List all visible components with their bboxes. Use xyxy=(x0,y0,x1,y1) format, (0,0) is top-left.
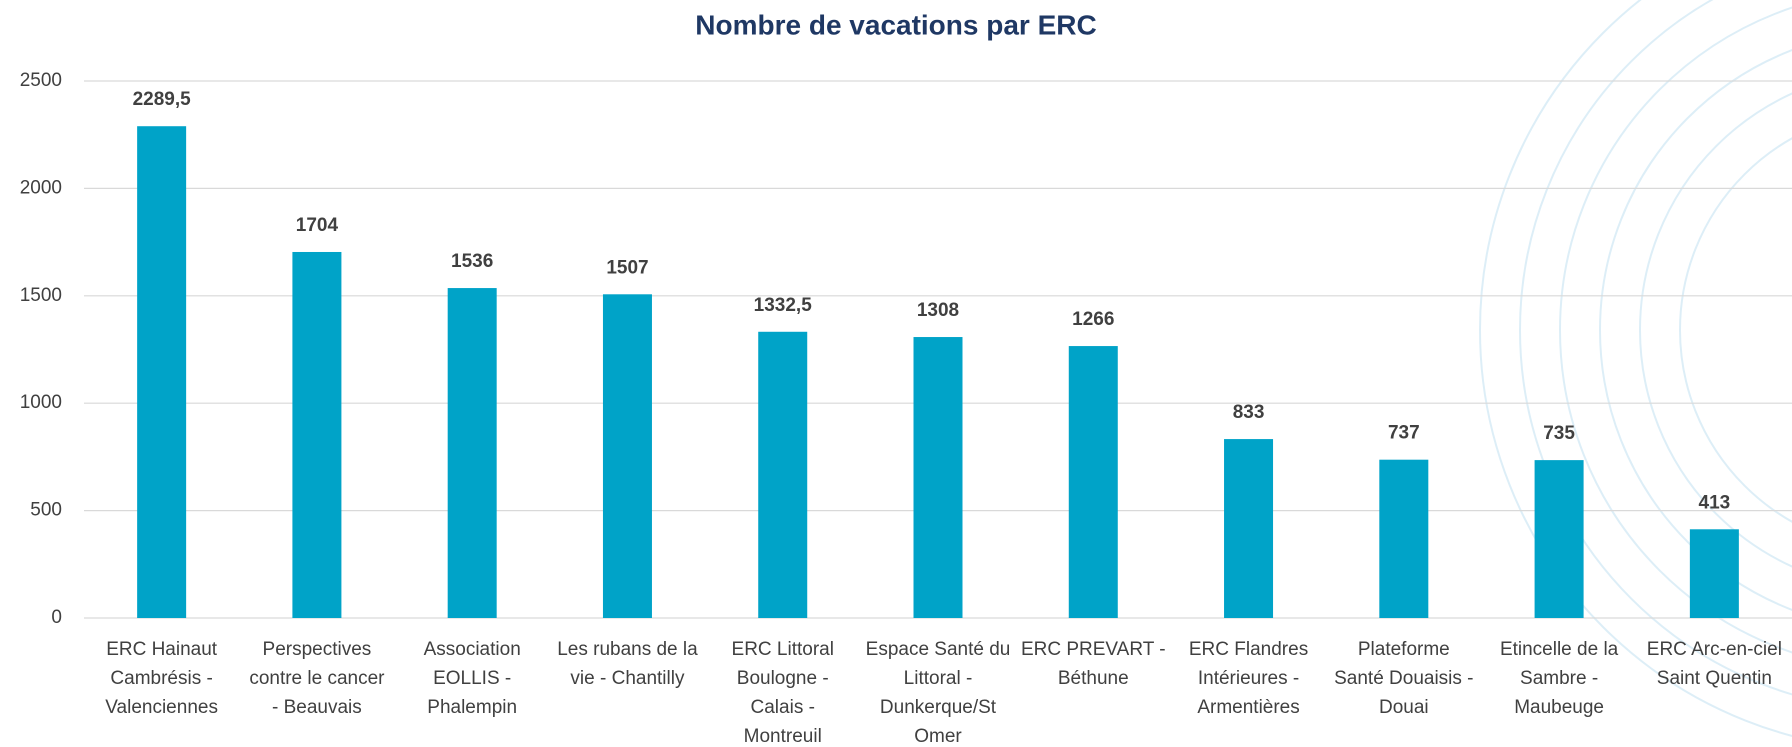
data-label: 1507 xyxy=(606,257,648,278)
x-tick-label: Perspectives contre le cancer - Beauvais xyxy=(249,639,385,718)
bar xyxy=(1379,459,1429,618)
x-tick-label: ERC Arc-en-ciel Saint Quentin xyxy=(1647,639,1782,689)
y-tick-label: 2500 xyxy=(20,70,62,91)
x-tick-label: Etincelle de la Sambre -Maubeuge xyxy=(1500,639,1619,718)
bar xyxy=(1068,346,1118,618)
bar xyxy=(1689,529,1739,618)
bar xyxy=(137,126,187,619)
data-label: 1308 xyxy=(917,300,959,321)
y-tick-label: 500 xyxy=(30,500,62,521)
bar xyxy=(292,251,342,618)
y-tick-label: 1000 xyxy=(20,392,62,413)
bar xyxy=(602,294,652,618)
data-label: 833 xyxy=(1233,402,1265,423)
background-decoration xyxy=(1479,0,1792,737)
chart-title: Nombre de vacations par ERC xyxy=(695,9,1096,40)
data-label: 1266 xyxy=(1072,309,1114,330)
y-tick-label: 0 xyxy=(51,607,62,628)
y-tick-label: 2000 xyxy=(20,177,62,198)
x-tick-label: ERC PREVART -Béthune xyxy=(1021,639,1166,689)
y-tick-label: 1500 xyxy=(20,285,62,306)
x-tick-label: Plateforme Santé Douaisis -Douai xyxy=(1334,639,1473,718)
data-label: 735 xyxy=(1543,423,1575,444)
data-label: 1332,5 xyxy=(754,295,813,316)
data-label: 1704 xyxy=(296,215,339,236)
x-tick-label: ERC Flandres Intérieures -Armentières xyxy=(1189,639,1308,718)
data-label: 737 xyxy=(1388,423,1420,444)
data-label: 413 xyxy=(1699,492,1731,513)
bar xyxy=(447,288,497,618)
bar xyxy=(758,331,808,618)
bar xyxy=(1224,439,1274,618)
x-tick-label: Association EOLLIS -Phalempin xyxy=(424,639,521,718)
bar xyxy=(1534,460,1584,618)
x-tick-label: Espace Santé du Littoral -Dunkerque/St Ome… xyxy=(866,639,1011,747)
x-tick-label: Les rubans de la vie - Chantilly xyxy=(557,639,698,689)
data-label: 2289,5 xyxy=(133,89,192,110)
data-label: 1536 xyxy=(451,251,493,272)
bar xyxy=(913,337,963,618)
x-tick-label: ERC Hainaut Cambrésis -Valenciennes xyxy=(105,639,218,718)
x-tick-label: ERC Littoral Boulogne -Calais -Montreuil xyxy=(732,639,834,747)
